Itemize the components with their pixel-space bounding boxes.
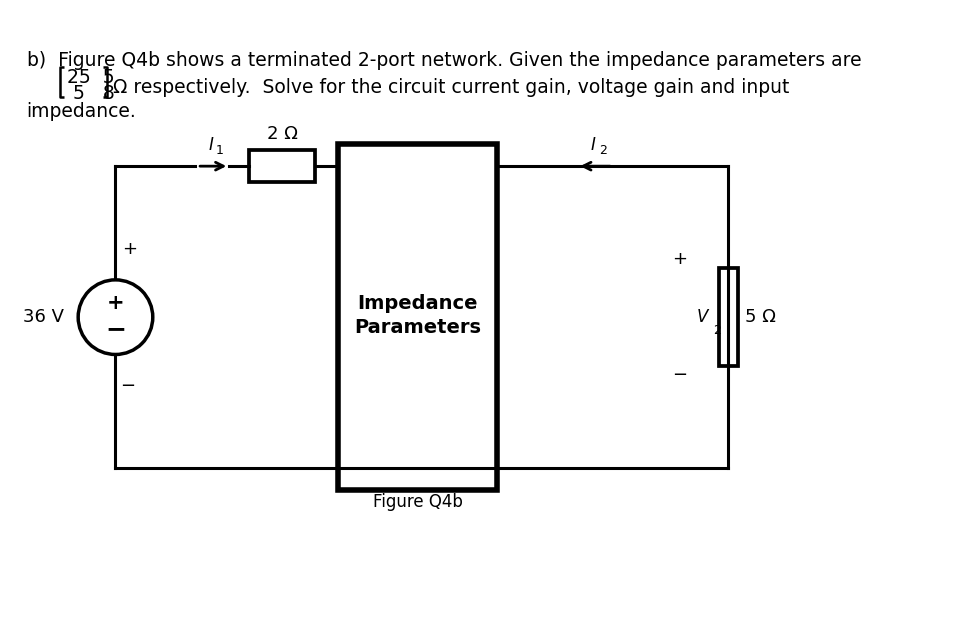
Text: Figure Q4b: Figure Q4b — [372, 493, 462, 511]
Bar — [337, 144, 497, 490]
Bar — [718, 268, 737, 366]
Text: 2: 2 — [712, 324, 720, 337]
Text: +: + — [672, 250, 686, 268]
Circle shape — [78, 280, 153, 354]
Text: 2 Ω: 2 Ω — [266, 125, 297, 143]
Text: 5   8: 5 8 — [67, 85, 114, 103]
Text: Ω respectively.  Solve for the circuit current gain, voltage gain and input: Ω respectively. Solve for the circuit cu… — [112, 78, 789, 97]
Text: I: I — [208, 136, 213, 154]
Text: +: + — [107, 293, 124, 313]
Text: 2: 2 — [598, 145, 606, 157]
Bar — [248, 150, 315, 182]
Text: 1: 1 — [216, 145, 224, 157]
Text: 25  5: 25 5 — [67, 68, 114, 87]
Text: 36 V: 36 V — [23, 308, 64, 326]
Text: −: − — [672, 366, 686, 384]
Text: −: − — [120, 376, 136, 394]
Text: −: − — [105, 318, 126, 341]
Text: +: + — [122, 240, 137, 258]
Text: Parameters: Parameters — [354, 318, 481, 338]
Text: b)  Figure Q4b shows a terminated 2-port network. Given the impedance parameters: b) Figure Q4b shows a terminated 2-port … — [26, 51, 860, 69]
Text: V: V — [696, 308, 707, 326]
Text: 5 Ω: 5 Ω — [744, 308, 775, 326]
Text: Impedance: Impedance — [357, 294, 478, 313]
Text: I: I — [590, 136, 595, 154]
Text: impedance.: impedance. — [26, 102, 137, 121]
